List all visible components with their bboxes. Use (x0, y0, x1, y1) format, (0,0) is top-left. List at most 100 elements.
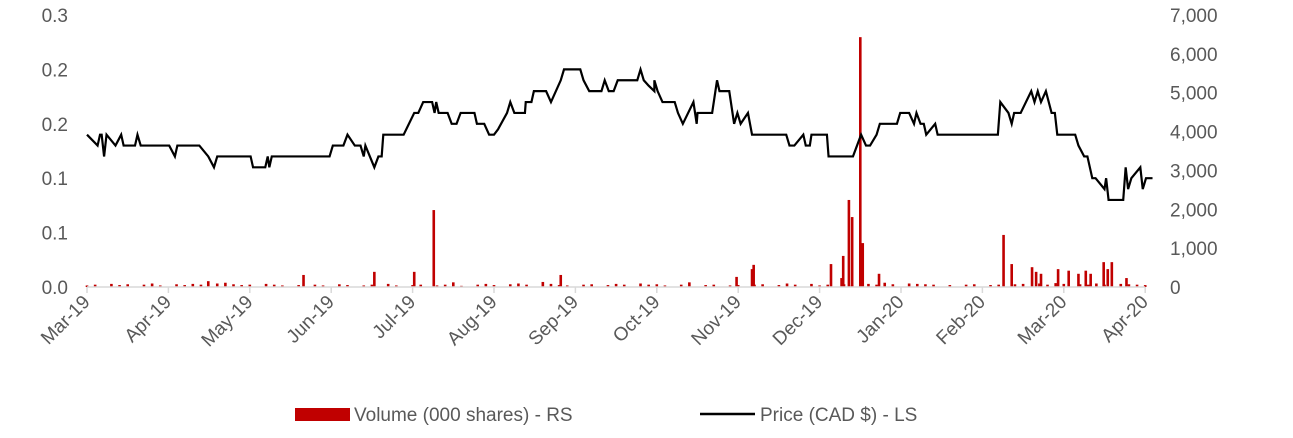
volume-bar (850, 217, 854, 287)
volume-bar (549, 283, 553, 287)
volume-bar (313, 284, 317, 287)
volume-bar (517, 283, 520, 287)
volume-bar (248, 284, 252, 287)
volume-bar (281, 285, 284, 287)
volume-bar (1046, 284, 1049, 287)
x-axis-tick-label: Apr-19 (121, 292, 176, 347)
volume-bar (614, 283, 618, 287)
x-axis-tick-label: Mar-19 (37, 292, 94, 349)
volume-bar (150, 283, 154, 287)
x-axis-tick-label: Dec-19 (769, 292, 827, 350)
right-axis-tick-label: 5,000 (1170, 84, 1218, 105)
volume-bar (452, 282, 455, 287)
volume-bar (175, 284, 178, 287)
volume-bar (826, 284, 830, 287)
volume-bar (1089, 273, 1092, 287)
left-axis-tick-label: 0.2 (42, 115, 68, 136)
volume-bar (867, 283, 870, 287)
volume-bar (891, 284, 895, 287)
right-axis-tick-label: 6,000 (1170, 45, 1218, 66)
volume-bar (476, 284, 480, 287)
volume-bar (525, 284, 528, 287)
volume-bar (972, 284, 976, 287)
volume-bar (386, 283, 390, 287)
volume-bar (679, 284, 683, 287)
left-axis-tick-label: 0.0 (42, 278, 68, 299)
volume-bar (1078, 284, 1082, 287)
volume-bar (590, 284, 593, 287)
volume-bar (964, 284, 968, 287)
right-axis-tick-label: 3,000 (1170, 161, 1218, 182)
volume-bar (183, 285, 186, 287)
volume-bar (142, 284, 146, 287)
volume-bar (663, 285, 667, 287)
right-axis-tick-label: 1,000 (1170, 239, 1218, 260)
volume-bar (492, 285, 496, 287)
volume-bar (1077, 273, 1080, 287)
volume-bar (321, 285, 325, 287)
volume-bar (810, 283, 813, 287)
volume-bar (541, 281, 545, 287)
volume-bar (1119, 283, 1123, 287)
volume-bar (1135, 284, 1139, 287)
volume-bar (411, 285, 414, 287)
volume-bar (582, 284, 585, 287)
volume-bar (655, 284, 659, 287)
volume-bar (338, 284, 341, 287)
volume-bar (110, 283, 113, 287)
volume-bar (215, 283, 219, 287)
x-axis-tick-label: Jul-19 (369, 292, 420, 343)
volume-bar (1062, 283, 1066, 287)
volume-bar (647, 284, 650, 287)
volume-bar (435, 285, 439, 287)
volume-bars (85, 37, 1147, 287)
volume-bar (606, 285, 610, 287)
right-axis-tick-label: 0 (1170, 278, 1181, 299)
volume-bar (1125, 278, 1128, 287)
volume-bar (1067, 270, 1070, 287)
volume-bar (712, 284, 716, 287)
volume-bar (750, 269, 754, 287)
volume-bar (735, 276, 738, 287)
volume-bar (1002, 234, 1005, 287)
volume-bar (847, 199, 851, 287)
volume-bar (565, 285, 569, 287)
volume-bar (224, 282, 227, 287)
volume-bar (777, 285, 781, 287)
volume-bar (622, 284, 626, 287)
volume-bar (443, 284, 447, 287)
x-axis-tick-label: Feb-20 (933, 292, 990, 349)
volume-bar (688, 282, 691, 287)
x-axis-labels: Mar-19 Apr-19 May-19 Jun-19 Jul-19 Aug-19 Sep-… (37, 292, 1153, 352)
volume-bar (297, 285, 300, 287)
volume-bar (118, 285, 121, 287)
x-axis (86, 286, 1146, 293)
volume-bar (191, 283, 195, 287)
volume-bar (362, 285, 366, 287)
volume-bar (272, 284, 276, 287)
volume-bar (1084, 270, 1088, 287)
volume-bar (948, 285, 952, 287)
legend-volume-swatch (295, 408, 350, 421)
x-axis-tick-label: Oct-19 (609, 292, 664, 347)
volume-bar (1106, 269, 1110, 287)
volume-bar (818, 285, 821, 287)
volume-bar (432, 210, 436, 287)
left-axis-tick-label: 0.1 (42, 169, 68, 190)
right-axis-tick-label: 2,000 (1170, 200, 1218, 221)
volume-bar (1056, 269, 1060, 287)
volume-bar (158, 285, 162, 287)
volume-bar (932, 284, 935, 287)
volume-bar (346, 285, 349, 287)
volume-bar (559, 274, 563, 287)
volume-bar (557, 285, 561, 287)
legend-price-label: Price (CAD $) - LS (760, 405, 917, 426)
volume-bar (728, 285, 732, 287)
x-axis-tick-label: Sep-19 (525, 292, 583, 350)
volume-bar (840, 278, 843, 287)
left-axis-tick-label: 0.1 (42, 224, 68, 245)
volume-bar (1038, 283, 1041, 287)
volume-bar (302, 274, 305, 287)
